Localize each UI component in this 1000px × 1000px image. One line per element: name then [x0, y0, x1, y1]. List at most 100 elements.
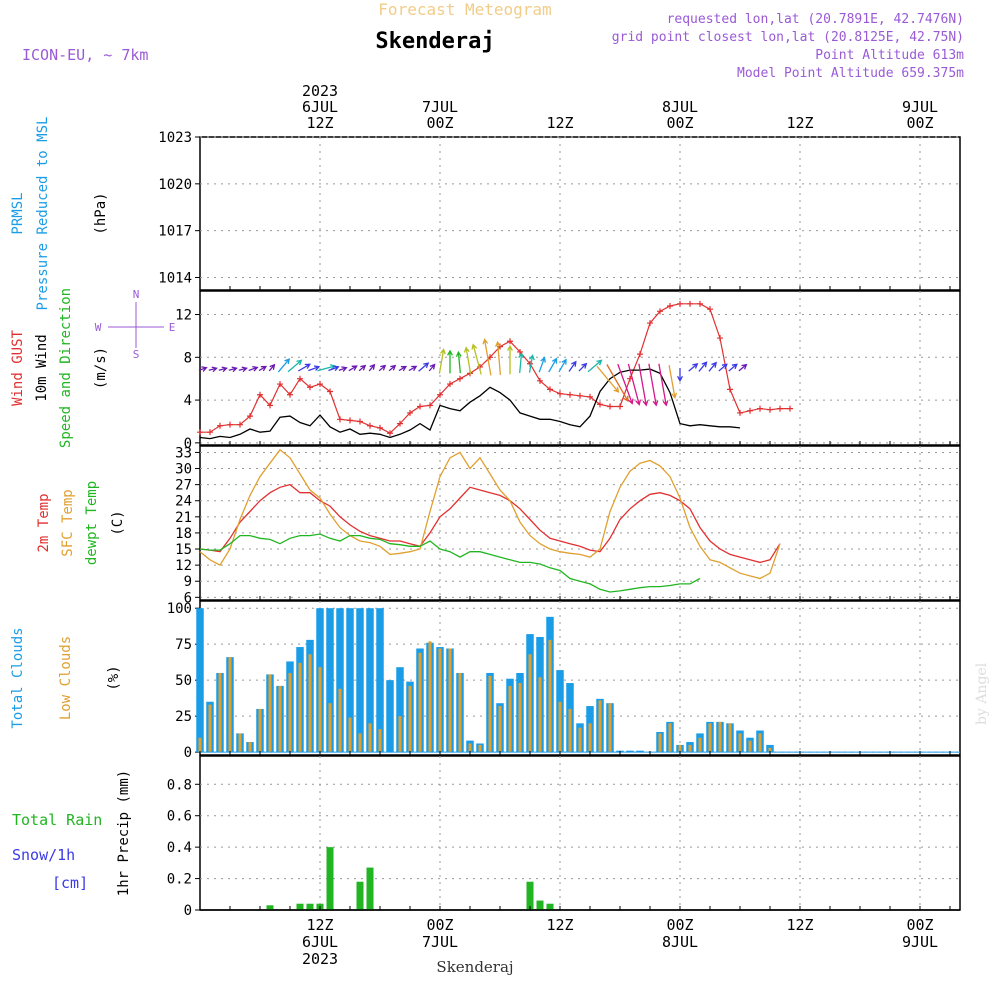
time-label-top: 7JUL	[422, 98, 458, 116]
wind-arrow	[538, 356, 546, 373]
y-tick-label: 1020	[158, 177, 192, 193]
y-tick-label: 30	[175, 462, 192, 478]
compass-w: W	[95, 321, 102, 334]
wind-arrow	[277, 358, 291, 373]
wind-arrow	[428, 363, 436, 372]
total-cloud-bar	[376, 608, 384, 753]
gust-marker	[207, 429, 213, 436]
gust-marker	[677, 300, 683, 307]
y-tick-label: 24	[175, 494, 192, 510]
low-cloud-bar	[438, 648, 442, 753]
gust-marker	[617, 403, 623, 410]
gust-marker	[637, 351, 643, 358]
unit-label: (hPa)	[93, 192, 109, 234]
unit-label: 1hr Precip (mm)	[116, 770, 132, 896]
low-cloud-bar	[668, 723, 672, 753]
wind-arrow	[248, 365, 259, 372]
panel-frame	[199, 445, 961, 601]
wind-arrow	[455, 350, 462, 374]
low-cloud-bar	[468, 743, 472, 753]
low-cloud-bar	[568, 708, 572, 753]
wind-arrow	[708, 361, 717, 372]
wind-arrow	[398, 365, 408, 372]
gust-marker	[737, 409, 743, 416]
compass-s: S	[133, 348, 140, 361]
low-cloud-bar	[598, 700, 602, 753]
rain-bar	[526, 881, 534, 910]
wind-arrow	[698, 361, 708, 372]
panel-precip: 0 0.2 0.4 0.6 0.8 1hr Precip (mm) Total Rain Sn…	[12, 755, 961, 919]
gust-marker	[217, 422, 223, 429]
low-cloud-bar	[378, 729, 382, 753]
low-cloud-bar	[458, 672, 462, 753]
low-cloud-bar	[408, 685, 412, 753]
gridpoint-coords: grid point closest lon,lat (20.8125E, 42…	[612, 30, 964, 45]
low-cloud-bar	[248, 742, 252, 753]
gust-marker	[567, 391, 573, 398]
wind-arrow	[587, 359, 603, 373]
time-label-bottom: 00Z	[426, 916, 453, 934]
y-tick-label: 0.4	[167, 840, 192, 856]
low-cloud-bar	[758, 733, 762, 753]
wind-arrow	[528, 354, 535, 373]
unit-label: (%)	[106, 665, 122, 690]
wind-arrow	[308, 365, 321, 372]
rain-bar	[546, 903, 554, 910]
wind-arrow	[418, 362, 430, 372]
low-cloud-bar	[558, 701, 562, 753]
low-cloud-bar	[718, 721, 722, 753]
low-cloud-bar	[238, 733, 242, 753]
watermark: by Angel	[974, 662, 990, 725]
gust-marker	[347, 417, 353, 424]
rain-bar	[266, 905, 274, 910]
low-cloud-bar	[548, 639, 552, 753]
wind-arrow	[548, 357, 558, 373]
wind-arrow	[471, 343, 482, 375]
low-cloud-bar	[398, 716, 402, 753]
wind-arrow	[738, 363, 748, 372]
wind-arrow	[368, 363, 376, 372]
wind-arrow	[463, 346, 472, 375]
gust-marker	[547, 386, 553, 393]
gust-marker	[267, 402, 273, 409]
series-label: Total Rain	[12, 811, 102, 829]
y-tick-label: 0	[184, 903, 192, 919]
supertitle: Forecast Meteogram	[378, 0, 551, 19]
low-cloud-bar	[478, 744, 482, 753]
gust-marker	[667, 302, 673, 309]
panel-clouds: 0 25 50 75 100 (%) Total Clouds Low Clouds	[10, 600, 961, 761]
y-tick-label: 0	[184, 745, 192, 761]
wind-arrow	[728, 363, 738, 372]
gust-marker	[657, 308, 663, 315]
wind-arrow	[688, 363, 699, 372]
time-label-bottom: 6JUL	[302, 933, 338, 951]
pressure-line	[200, 146, 880, 283]
low-cloud-bar	[208, 704, 212, 753]
wind-arrow	[297, 363, 311, 372]
wind-arrow	[198, 366, 208, 372]
wind-arrow	[228, 366, 238, 373]
gust-marker	[517, 348, 523, 355]
low-cloud-bar	[368, 723, 372, 753]
low-cloud-bar	[578, 727, 582, 753]
low-cloud-bar	[698, 737, 702, 753]
gust-marker	[577, 392, 583, 399]
y-tick-label: 0	[184, 436, 192, 452]
panel-pressure: 1014 1017 1020 1023 (hPa) PRMSL Pressure Reduc…	[10, 117, 961, 310]
total-cloud-bar	[396, 667, 404, 753]
time-label-top: 00Z	[906, 114, 933, 132]
wind10m-line	[199, 368, 741, 440]
series-label: Wind GUST	[10, 330, 26, 406]
gust-marker	[287, 391, 293, 398]
y-tick-label: 33	[175, 445, 192, 461]
low-cloud-bar	[358, 733, 362, 753]
gust-marker	[747, 407, 753, 414]
low-cloud-bar	[298, 662, 302, 753]
wind-arrow	[617, 363, 634, 405]
low-cloud-bar	[738, 733, 742, 753]
y-tick-label: 25	[175, 709, 192, 725]
unit-label: (m/s)	[93, 347, 109, 389]
